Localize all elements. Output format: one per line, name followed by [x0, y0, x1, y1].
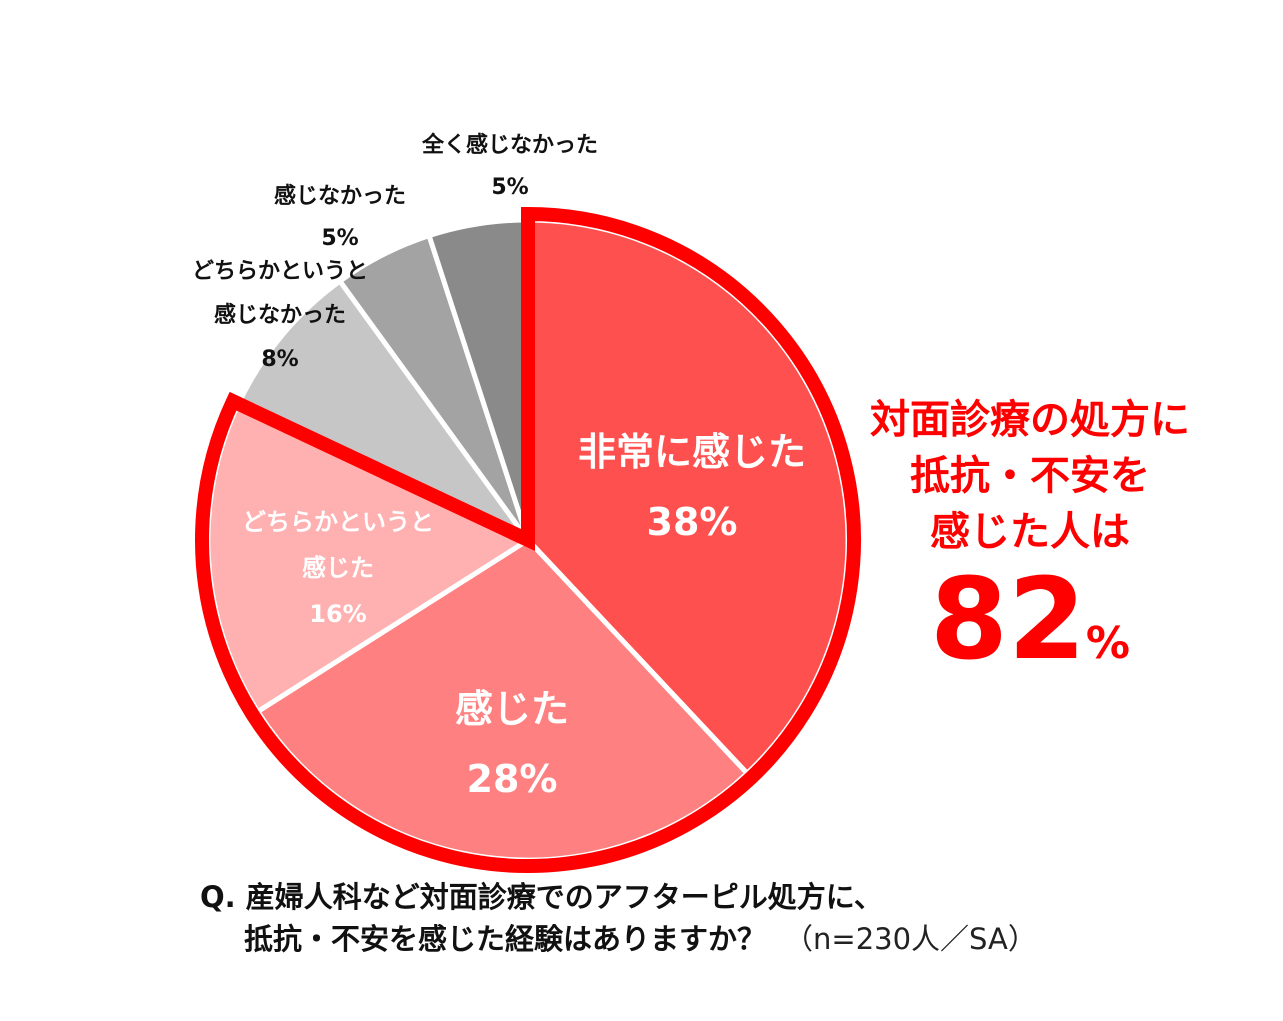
- slice-label-4-line-1: 5%: [321, 226, 358, 251]
- slice-label-2-line-0: どちらかというと: [242, 508, 434, 536]
- sample-note: （n=230人／SA）: [784, 922, 1037, 956]
- highlight-outline: [195, 206, 861, 873]
- question-line-1: Q. 産婦人科など対面診療でのアフターピル処方に、: [200, 880, 883, 914]
- summary-callout: 対面診療の処方に 抵抗・不安を 感じた人は 82%: [860, 392, 1200, 704]
- callout-value: 82: [930, 555, 1086, 685]
- slice-label-4: 感じなかった 5%: [274, 183, 406, 251]
- callout-line-1: 対面診療の処方に: [870, 397, 1190, 443]
- callout-line-3: 感じた人は: [930, 509, 1130, 555]
- slice-label-3-line-0: どちらかというと: [192, 259, 368, 284]
- pie-slice-3: [235, 277, 531, 543]
- slice-label-2-line-2: 16%: [309, 600, 366, 628]
- question-line-2-wrap: 抵抗・不安を感じた経験はありますか？ （n=230人／SA）: [200, 918, 1037, 960]
- survey-question: Q. 産婦人科など対面診療でのアフターピル処方に、 抵抗・不安を感じた経験はあり…: [200, 876, 1037, 960]
- slice-label-2: どちらかというと感じた 16%: [242, 508, 434, 628]
- callout-total: 82%: [860, 560, 1200, 704]
- slice-label-1: 感じた 28%: [455, 687, 569, 801]
- slice-label-5-line-1: 5%: [491, 175, 528, 200]
- slice-label-1-line-1: 28%: [467, 757, 558, 801]
- slice-label-5: 全く感じなかった 5%: [421, 132, 598, 200]
- slice-label-3-line-1: 感じなかった: [214, 302, 346, 328]
- slice-label-2-line-1: 感じた: [302, 554, 374, 582]
- slice-label-3-line-2: 8%: [261, 347, 298, 372]
- callout-unit: %: [1085, 618, 1130, 669]
- slice-label-0-line-1: 38%: [647, 500, 738, 544]
- slice-label-0: 非常に感じた 38%: [578, 430, 806, 544]
- slice-label-3: どちらかというと感じなかった 8%: [192, 259, 368, 372]
- callout-line-2: 抵抗・不安を: [910, 453, 1150, 499]
- slice-label-1-line-0: 感じた: [455, 687, 569, 731]
- question-line-2: 抵抗・不安を感じた経験はありますか？: [244, 922, 767, 956]
- slice-label-0-line-0: 非常に感じた: [578, 430, 806, 474]
- slice-label-5-line-0: 全く感じなかった: [421, 132, 598, 158]
- slice-label-4-line-0: 感じなかった: [274, 183, 406, 209]
